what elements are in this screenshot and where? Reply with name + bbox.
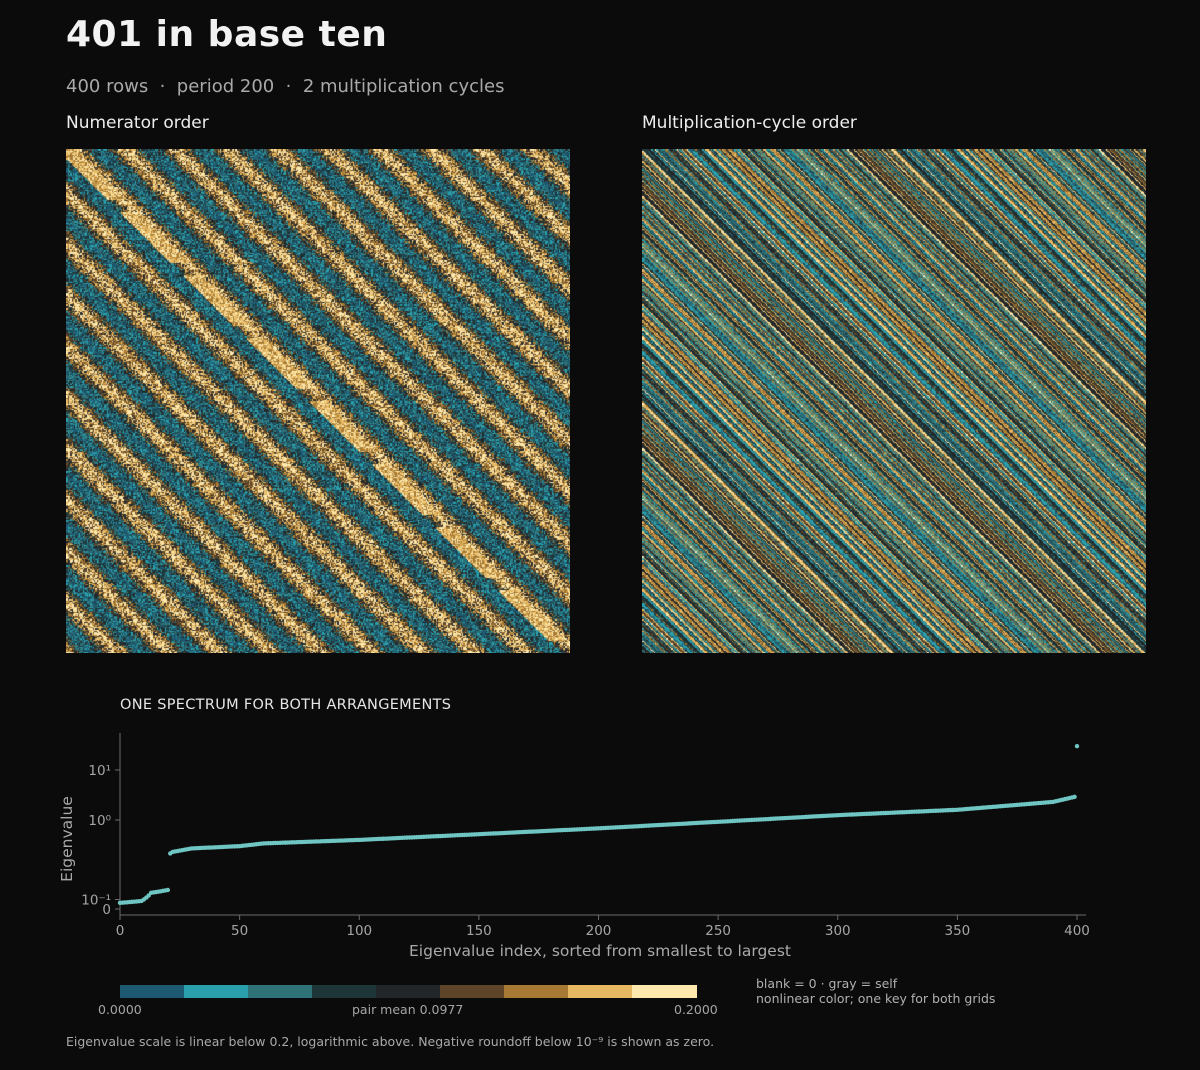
y-axis-label: Eigenvalue (58, 796, 76, 882)
colorbar-max-label: 0.2000 (674, 1002, 718, 1017)
x-tick-label: 0 (116, 923, 125, 939)
x-tick-label: 250 (705, 923, 731, 939)
colorbar-swatch (632, 985, 697, 998)
page-subtitle: 400 rows · period 200 · 2 multiplication… (66, 76, 505, 97)
cycle-order-heatmap (642, 149, 1146, 653)
spectrum-points (117, 743, 1080, 906)
y-tick-label: 10⁻¹ (81, 893, 111, 909)
legend-note-blank-gray: blank = 0 · gray = self (756, 976, 898, 991)
eigenvalue-point (1072, 794, 1077, 800)
eigenvalue-point (1074, 743, 1080, 749)
x-tick-label: 100 (346, 923, 372, 939)
colorbar-mean-label: pair mean 0.0977 (352, 1002, 464, 1017)
page-title: 401 in base ten (66, 14, 388, 55)
colorbar-min-label: 0.0000 (98, 1002, 142, 1017)
colorbar-swatch (504, 985, 569, 998)
x-axis-label: Eigenvalue index, sorted from smallest t… (409, 942, 791, 960)
colorbar-swatch (248, 985, 313, 998)
y-tick-label: 10¹ (88, 763, 111, 779)
eigenvalue-point (165, 887, 171, 893)
x-tick-label: 150 (466, 923, 492, 939)
colorbar-swatch (120, 985, 185, 998)
x-tick-label: 400 (1064, 923, 1090, 939)
footnote: Eigenvalue scale is linear below 0.2, lo… (66, 1034, 715, 1049)
y-tick-label: 10⁰ (88, 813, 111, 829)
colorbar-swatch (376, 985, 441, 998)
x-tick-label: 200 (586, 923, 612, 939)
cycle-order-label: Multiplication-cycle order (642, 113, 857, 133)
y-tick-label: 0 (102, 902, 111, 918)
legend-note-nonlinear: nonlinear color; one key for both grids (756, 991, 996, 1006)
colorbar-swatch (312, 985, 377, 998)
x-tick-label: 300 (825, 923, 851, 939)
colorbar-swatch (440, 985, 505, 998)
colorbar-swatch (184, 985, 249, 998)
numerator-order-label: Numerator order (66, 113, 209, 133)
x-tick-label: 50 (231, 923, 248, 939)
spectrum-title: ONE SPECTRUM FOR BOTH ARRANGEMENTS (120, 697, 452, 713)
numerator-order-heatmap (66, 149, 570, 653)
colorbar-swatch (568, 985, 633, 998)
x-tick-label: 350 (944, 923, 970, 939)
